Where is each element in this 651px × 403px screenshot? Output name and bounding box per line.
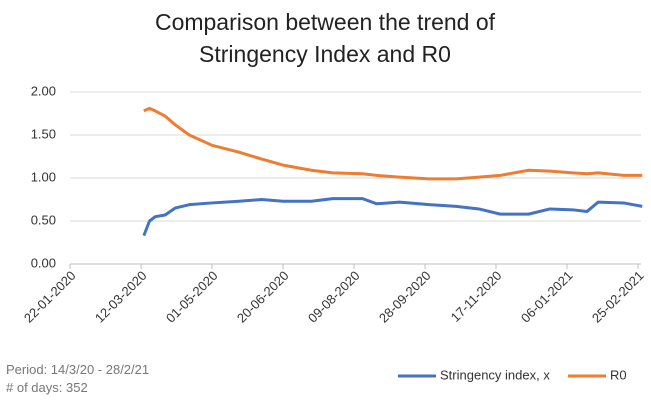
legend-label: R0: [610, 367, 627, 382]
series-line: [143, 106, 643, 181]
y-tick-label: 0.00: [31, 255, 56, 270]
y-tick-label: 0.50: [31, 212, 56, 227]
y-tick-label: 1.00: [31, 169, 56, 184]
x-tick-label: 12-03-2020: [92, 268, 150, 326]
chart-title: Comparison between the trend of Stringen…: [154, 9, 496, 67]
x-tick-label: 20-06-2020: [234, 268, 292, 326]
x-tick-label: 22-01-2020: [21, 268, 79, 326]
x-tick-label: 28-09-2020: [376, 268, 434, 326]
x-tick-label: 17-11-2020: [448, 268, 505, 325]
x-tick-label: 06-01-2021: [518, 268, 576, 326]
y-tick-label: 2.00: [31, 83, 56, 98]
x-tick-label: 25-02-2021: [589, 268, 647, 326]
annotation: # of days: 352: [6, 380, 88, 395]
annotation: Period: 14/3/20 - 28/2/21: [6, 362, 150, 377]
x-tick-label: 09-08-2020: [305, 268, 363, 326]
legend-label: Stringency index, x: [440, 367, 550, 382]
series-line: [142, 197, 643, 237]
x-tick-label: 01-05-2020: [163, 268, 221, 326]
y-tick-label: 1.50: [31, 126, 56, 141]
